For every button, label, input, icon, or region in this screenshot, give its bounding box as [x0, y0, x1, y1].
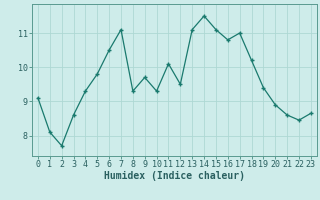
X-axis label: Humidex (Indice chaleur): Humidex (Indice chaleur): [104, 171, 245, 181]
